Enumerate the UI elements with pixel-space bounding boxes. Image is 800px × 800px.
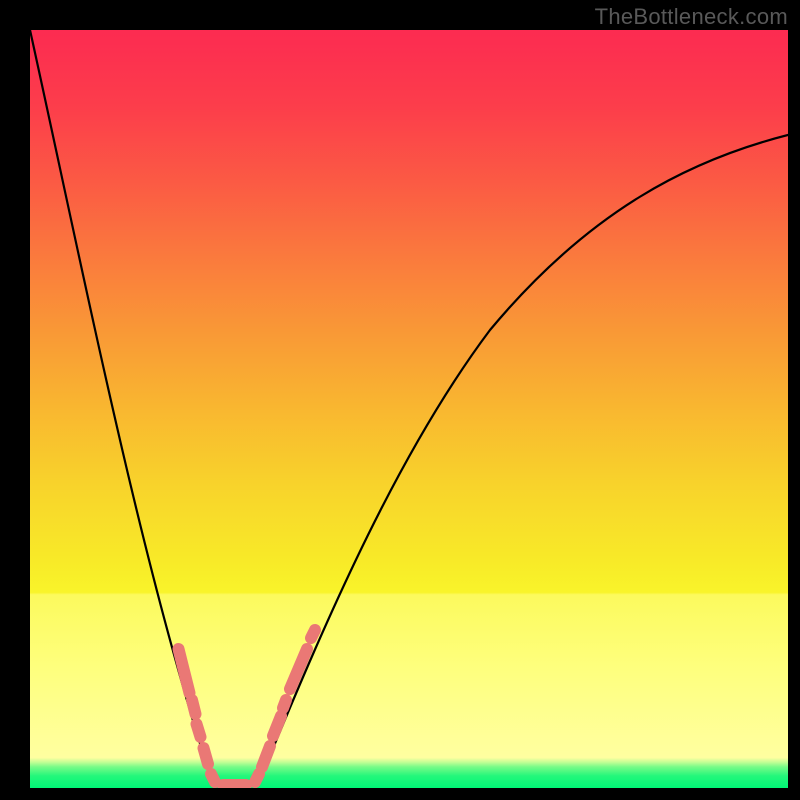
chart-background [30, 30, 788, 788]
rope-segment [192, 700, 196, 714]
rope-segment [273, 716, 281, 736]
chart-svg [30, 30, 788, 788]
rope-segment [197, 724, 201, 737]
rope-segment [262, 746, 270, 767]
rope-segment [204, 748, 209, 764]
plot-area [30, 30, 788, 788]
rope-segment [211, 774, 215, 782]
rope-segment [255, 774, 259, 782]
watermark-text: TheBottleneck.com [595, 4, 788, 30]
rope-segment [283, 700, 286, 708]
rope-segment [311, 630, 315, 638]
